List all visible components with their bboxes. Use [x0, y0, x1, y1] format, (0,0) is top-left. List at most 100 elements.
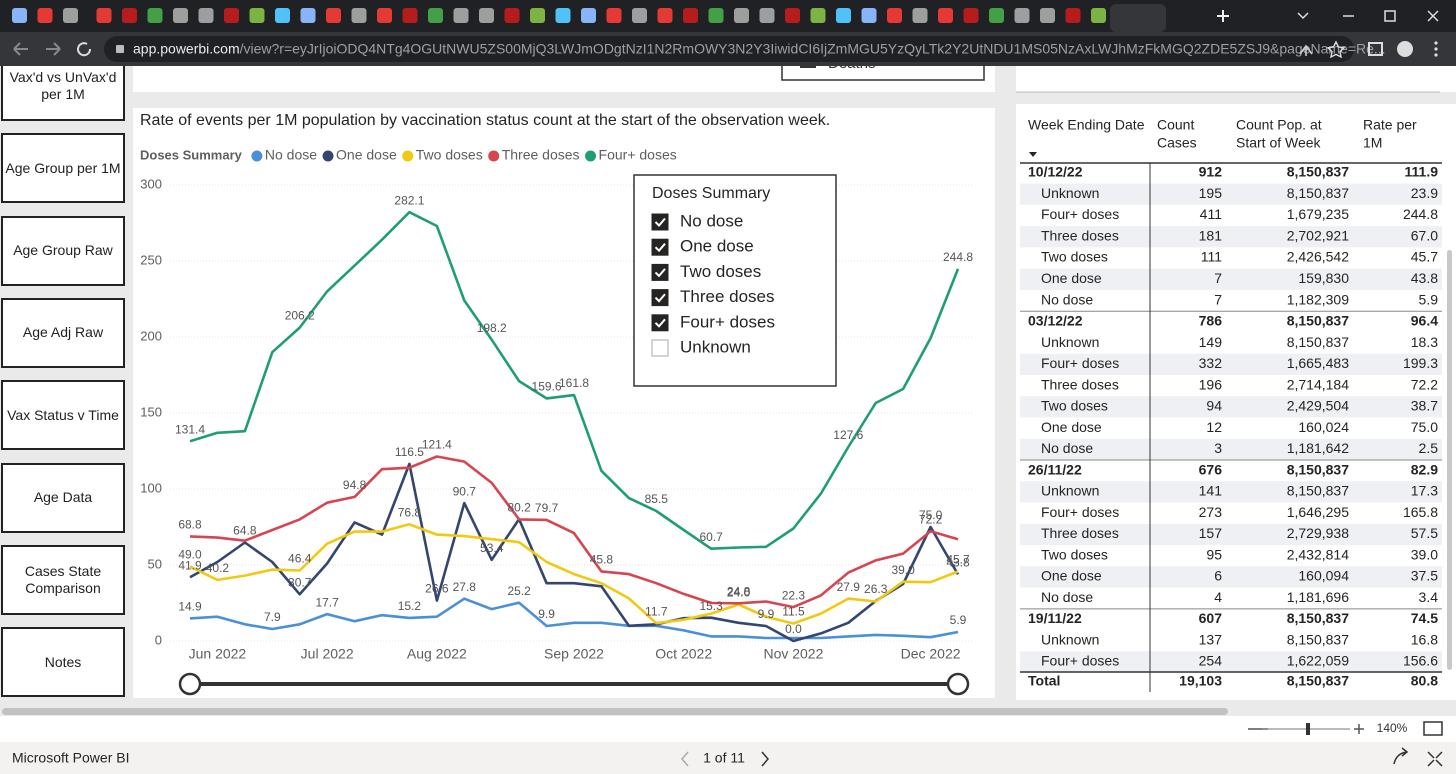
zoom-thumb[interactable]: [1306, 723, 1310, 735]
tab-favicon[interactable]: [555, 8, 571, 23]
legend-label[interactable]: One dose: [336, 147, 397, 163]
fit-page[interactable]: [1423, 721, 1443, 736]
slicer-item[interactable]: Three doses: [680, 287, 775, 306]
tab-favicon[interactable]: [300, 8, 316, 23]
tab-favicon[interactable]: [12, 8, 27, 23]
tab-favicon[interactable]: [224, 8, 239, 23]
checkbox[interactable]: [651, 314, 669, 332]
side-panel-icon[interactable]: [1368, 42, 1383, 56]
slicer-item[interactable]: One dose: [680, 237, 754, 256]
checkbox[interactable]: [651, 339, 669, 357]
slicer-item[interactable]: No dose: [680, 211, 743, 230]
share-report[interactable]: [1393, 747, 1409, 765]
slicer-item[interactable]: Unknown: [680, 337, 751, 356]
tab-favicon[interactable]: [989, 8, 1004, 23]
tab-favicon[interactable]: [861, 8, 877, 23]
zoom-in[interactable]: [1354, 724, 1364, 734]
nav-button[interactable]: Age Group Raw: [1, 215, 125, 286]
tab-favicon[interactable]: [37, 8, 53, 23]
checkbox[interactable]: [651, 238, 669, 256]
table-scrollbar[interactable]: [1447, 250, 1452, 670]
tab-favicon[interactable]: [122, 8, 137, 23]
tab-favicon[interactable]: [428, 8, 443, 23]
nav-button[interactable]: Vax Status v Time: [1, 380, 125, 451]
tab-favicon[interactable]: [734, 8, 749, 23]
tab-favicon[interactable]: [249, 8, 265, 23]
url-field[interactable]: [104, 36, 1354, 62]
tab-favicon[interactable]: [198, 8, 214, 23]
nav-button[interactable]: Cases State Comparison: [1, 544, 125, 615]
tab-favicon[interactable]: [377, 8, 392, 23]
checkbox[interactable]: [651, 289, 669, 307]
tab-favicon[interactable]: [810, 8, 826, 23]
nav-button[interactable]: Age Adj Raw: [1, 297, 125, 368]
new-tab-button[interactable]: [1217, 10, 1229, 22]
tab-favicon[interactable]: [887, 8, 902, 23]
tab-favicon[interactable]: [402, 8, 418, 23]
nav-button[interactable]: Age Data: [1, 462, 125, 533]
fullscreen[interactable]: [1427, 751, 1443, 767]
tab-favicon[interactable]: [683, 8, 698, 23]
nav-button[interactable]: Notes: [1, 627, 125, 698]
nav-button[interactable]: Vax'd vs UnVax'd per 1M: [1, 66, 125, 121]
tab-favicon[interactable]: [326, 8, 341, 23]
forward-button[interactable]: [46, 42, 61, 56]
legend-label[interactable]: Two doses: [416, 147, 483, 163]
tab-search[interactable]: [1297, 12, 1309, 20]
tab-favicon[interactable]: [657, 8, 673, 23]
next-page[interactable]: [761, 751, 769, 767]
column-header[interactable]: Week Ending Date: [1028, 117, 1145, 133]
tab-favicon[interactable]: [938, 8, 953, 23]
column-header[interactable]: 1M: [1363, 135, 1382, 151]
tab-favicon[interactable]: [759, 8, 775, 23]
tab-favicon[interactable]: [606, 8, 622, 23]
column-header[interactable]: Count Pop. at: [1236, 117, 1322, 133]
tab-favicon[interactable]: [1040, 8, 1055, 23]
tab-favicon[interactable]: [1065, 8, 1081, 23]
close-button[interactable]: [1427, 10, 1439, 22]
tab-favicon[interactable]: [632, 8, 647, 23]
tab-favicon[interactable]: [96, 8, 112, 23]
slider-handle[interactable]: [946, 672, 970, 696]
tab-favicon[interactable]: [708, 8, 724, 23]
tab-favicon[interactable]: [836, 8, 851, 23]
back-button[interactable]: [13, 42, 28, 56]
tab-favicon[interactable]: [351, 8, 367, 23]
tab-favicon[interactable]: [581, 8, 596, 23]
share-icon[interactable]: [1299, 44, 1313, 56]
tab-favicon[interactable]: [504, 8, 520, 23]
date-range-slider[interactable]: [178, 672, 970, 696]
slicer-item[interactable]: Four+ doses: [680, 312, 775, 331]
column-header[interactable]: Count: [1157, 117, 1194, 133]
tab-favicon[interactable]: [63, 8, 78, 23]
page-scrollbar[interactable]: [2, 708, 1228, 715]
legend-label[interactable]: Three doses: [502, 147, 580, 163]
checkbox[interactable]: [651, 213, 669, 231]
maximize-button[interactable]: [1384, 10, 1396, 22]
bookmark-icon[interactable]: [1326, 40, 1346, 59]
column-header[interactable]: Rate per: [1363, 117, 1417, 133]
tab-favicon[interactable]: [912, 8, 928, 23]
legend-label[interactable]: No dose: [265, 147, 317, 163]
tab-favicon[interactable]: [963, 8, 979, 23]
slider-handle[interactable]: [178, 672, 202, 696]
tab-favicon[interactable]: [1091, 8, 1106, 23]
tab-favicon[interactable]: [530, 8, 545, 23]
tab-favicon[interactable]: [453, 8, 469, 23]
tab-favicon[interactable]: [479, 8, 494, 23]
column-header[interactable]: Cases: [1157, 135, 1197, 151]
menu-dot[interactable]: [1434, 41, 1438, 45]
tab-favicon[interactable]: [1014, 8, 1030, 23]
tab-favicon[interactable]: [147, 8, 163, 23]
profile-icon[interactable]: [1397, 41, 1413, 57]
tab-favicon[interactable]: [275, 8, 290, 23]
tab-favicon[interactable]: [173, 8, 188, 23]
checkbox[interactable]: [651, 263, 669, 281]
legend-label[interactable]: Four+ doses: [599, 147, 677, 163]
reload-button[interactable]: [77, 42, 92, 57]
slicer-item[interactable]: Two doses: [680, 262, 761, 281]
nav-button[interactable]: Age Group per 1M: [1, 133, 125, 204]
tab-favicon[interactable]: [785, 8, 800, 23]
column-header[interactable]: Start of Week: [1236, 135, 1322, 151]
prev-page[interactable]: [681, 751, 689, 767]
